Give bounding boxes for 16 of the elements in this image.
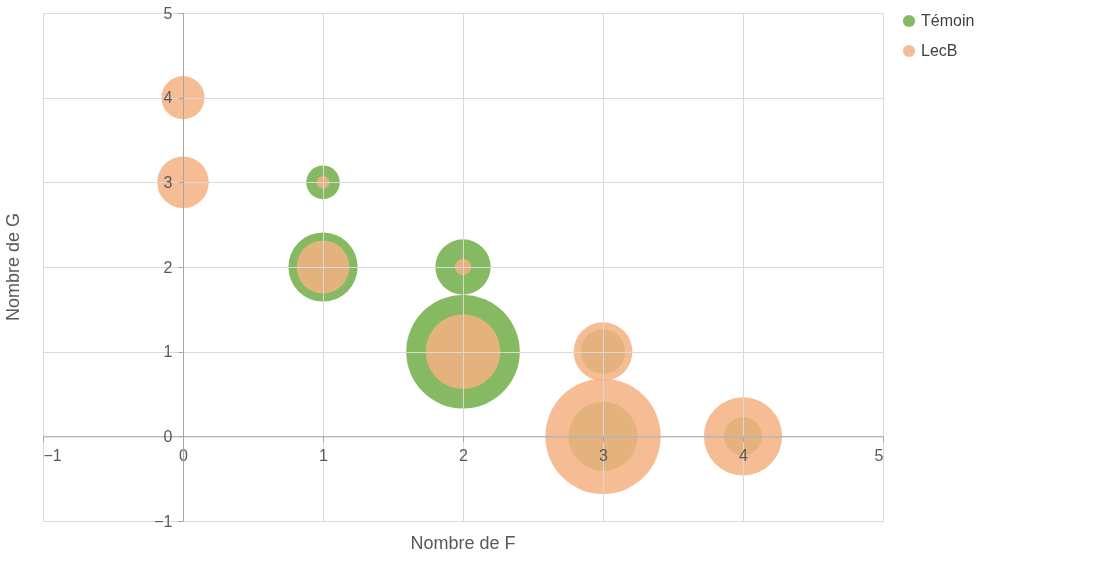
y-tick-label: 4 (163, 89, 173, 107)
y-tick-label: 2 (163, 258, 173, 276)
x-tick-label: 5 (874, 446, 884, 464)
legend-label: LecB (921, 42, 958, 59)
x-tick-label: 4 (739, 446, 749, 464)
y-axis-title: Nombre de G (3, 212, 23, 322)
x-tick-label: 1 (319, 446, 329, 464)
y-tick-label: 1 (163, 343, 173, 361)
legend-label: Témoin (921, 12, 975, 29)
x-tick-label: 2 (459, 446, 469, 464)
y-tick-label: −1 (154, 512, 173, 530)
y-tick-label: 5 (163, 4, 173, 22)
y-tick-label: 0 (163, 427, 173, 445)
x-axis-title: Nombre de F (410, 533, 516, 553)
y-tick-label: 3 (163, 173, 173, 191)
x-tick-label: −1 (43, 446, 62, 464)
